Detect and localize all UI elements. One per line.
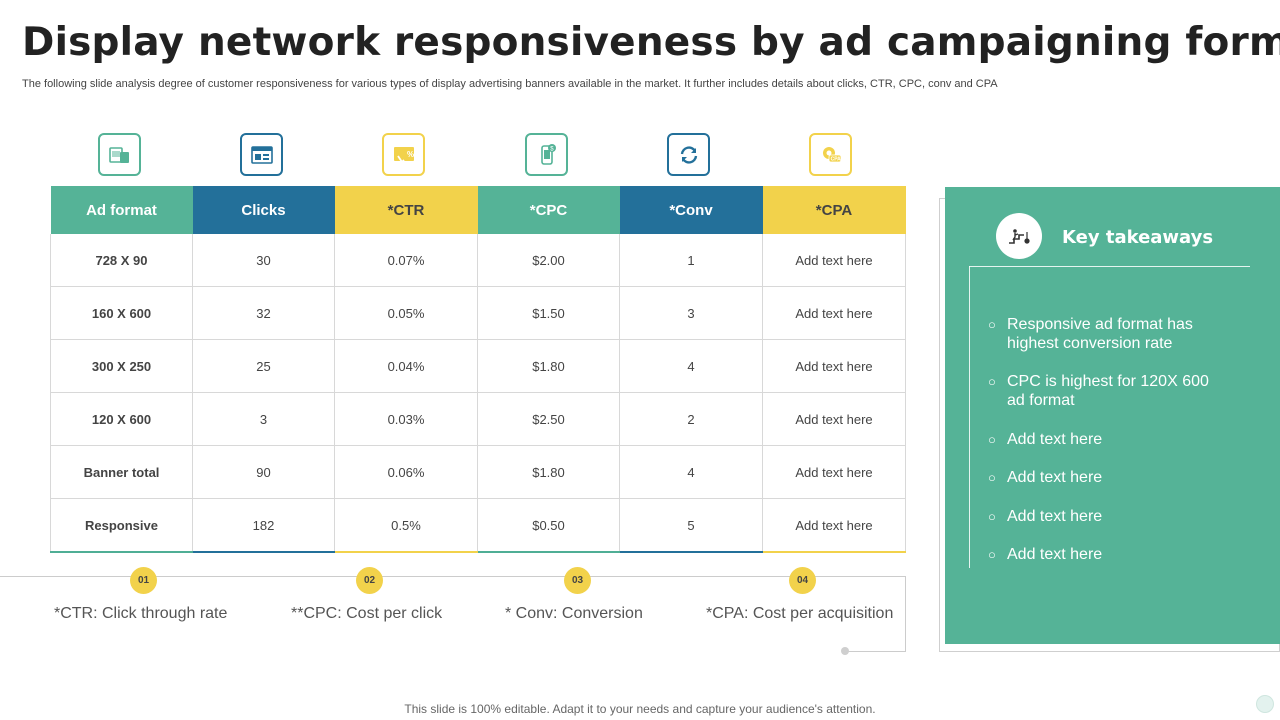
refresh-icon — [667, 133, 710, 176]
cell-cpc: $2.00 — [477, 234, 620, 287]
notes-dot — [841, 647, 849, 655]
bullet-circle-icon: ○ — [988, 547, 996, 562]
cell-clicks: 30 — [192, 234, 335, 287]
cell-conv: 2 — [619, 392, 763, 446]
bullet-circle-icon: ○ — [988, 432, 996, 447]
devices-icon — [98, 133, 141, 176]
cell-ctr: 0.07% — [334, 234, 478, 287]
note-cpa: *CPA: Cost per acquisition — [706, 605, 894, 622]
cell-cpc: $1.80 — [477, 445, 620, 499]
browser-window-icon — [240, 133, 283, 176]
cell-cpa: Add text here — [762, 445, 906, 499]
cell-ad-format: 120 X 600 — [50, 392, 193, 446]
corner-dot — [1256, 695, 1274, 713]
takeaways-divider — [969, 266, 1250, 267]
cell-cpa: Add text here — [762, 339, 906, 393]
bullet-circle-icon: ○ — [988, 470, 996, 485]
page-subtitle: The following slide analysis degree of c… — [22, 78, 998, 90]
cell-ctr: 0.06% — [334, 445, 478, 499]
notes-divider — [846, 651, 906, 652]
cell-clicks: 25 — [192, 339, 335, 393]
note-badge-01: 01 — [130, 567, 157, 594]
header-clicks: Clicks — [192, 186, 335, 234]
mobile-dollar-icon: $ — [525, 133, 568, 176]
takeaway-item: ○ Add text here — [988, 431, 1103, 448]
note-badge-04: 04 — [789, 567, 816, 594]
bullet-circle-icon: ○ — [988, 317, 996, 332]
cell-cpc: $1.50 — [477, 286, 620, 340]
climbing-stairs-icon — [996, 213, 1042, 259]
cell-clicks: 32 — [192, 286, 335, 340]
header-ctr: *CTR — [334, 186, 478, 234]
table-row: Responsive 182 0.5% $0.50 5 Add text her… — [50, 498, 906, 553]
cell-ad-format: Banner total — [50, 445, 193, 499]
cell-ad-format: 160 X 600 — [50, 286, 193, 340]
cell-clicks: 90 — [192, 445, 335, 499]
cell-ctr: 0.05% — [334, 286, 478, 340]
ad-format-table: Ad format Clicks *CTR *CPC *Conv *CPA 72… — [50, 186, 906, 553]
header-ad-format: Ad format — [50, 186, 193, 234]
cell-conv: 3 — [619, 286, 763, 340]
table-row: 160 X 600 32 0.05% $1.50 3 Add text here — [50, 286, 906, 340]
bullet-circle-icon: ○ — [988, 374, 996, 389]
bullet-circle-icon: ○ — [988, 509, 996, 524]
cell-ctr: 0.04% — [334, 339, 478, 393]
cell-conv: 5 — [619, 498, 763, 553]
note-badge-03: 03 — [564, 567, 591, 594]
cell-cpa: Add text here — [762, 498, 906, 553]
takeaway-item: ○ Responsive ad format has highest conver… — [988, 316, 1193, 352]
cell-clicks: 3 — [192, 392, 335, 446]
footer-note: This slide is 100% editable. Adapt it to… — [404, 702, 876, 716]
takeaway-item: ○ Add text here — [988, 546, 1103, 563]
svg-text:CPA: CPA — [830, 156, 841, 162]
svg-text:%: % — [407, 150, 414, 159]
table-row: Banner total 90 0.06% $1.80 4 Add text h… — [50, 445, 906, 499]
note-badge-02: 02 — [356, 567, 383, 594]
takeaways-panel — [945, 187, 1280, 644]
cell-cpa: Add text here — [762, 234, 906, 287]
table-row: 728 X 90 30 0.07% $2.00 1 Add text here — [50, 234, 906, 287]
header-cpa: *CPA — [762, 186, 906, 234]
cell-conv: 1 — [619, 234, 763, 287]
cell-cpc: $0.50 — [477, 498, 620, 553]
cell-conv: 4 — [619, 445, 763, 499]
cpa-gear-icon: CPA — [809, 133, 852, 176]
svg-text:$: $ — [550, 146, 554, 152]
table-header-row: Ad format Clicks *CTR *CPC *Conv *CPA — [50, 186, 906, 234]
note-ctr: *CTR: Click through rate — [54, 605, 228, 622]
table-row: 300 X 250 25 0.04% $1.80 4 Add text here — [50, 339, 906, 393]
takeaway-item: ○ Add text here — [988, 469, 1103, 486]
header-cpc: *CPC — [477, 186, 620, 234]
note-cpc: **CPC: Cost per click — [291, 605, 443, 622]
cell-cpc: $1.80 — [477, 339, 620, 393]
cell-conv: 4 — [619, 339, 763, 393]
cell-ad-format: 300 X 250 — [50, 339, 193, 393]
takeaway-item: ○ Add text here — [988, 508, 1103, 525]
cell-cpa: Add text here — [762, 286, 906, 340]
header-conv: *Conv — [619, 186, 763, 234]
takeaways-title: Key takeaways — [1062, 227, 1214, 248]
percentage-tag-icon: % — [382, 133, 425, 176]
notes-frame — [0, 576, 906, 652]
cell-ad-format: 728 X 90 — [50, 234, 193, 287]
takeaways-vertical-rule — [969, 266, 970, 568]
cell-ctr: 0.5% — [334, 498, 478, 553]
takeaway-item: ○ CPC is highest for 120X 600 ad format — [988, 373, 1209, 409]
cell-cpc: $2.50 — [477, 392, 620, 446]
note-conv: * Conv: Conversion — [505, 605, 643, 622]
cell-ad-format: Responsive — [50, 498, 193, 553]
page-title: Display network responsiveness by ad cam… — [22, 20, 1280, 65]
cell-ctr: 0.03% — [334, 392, 478, 446]
cell-clicks: 182 — [192, 498, 335, 553]
table-row: 120 X 600 3 0.03% $2.50 2 Add text here — [50, 392, 906, 446]
cell-cpa: Add text here — [762, 392, 906, 446]
